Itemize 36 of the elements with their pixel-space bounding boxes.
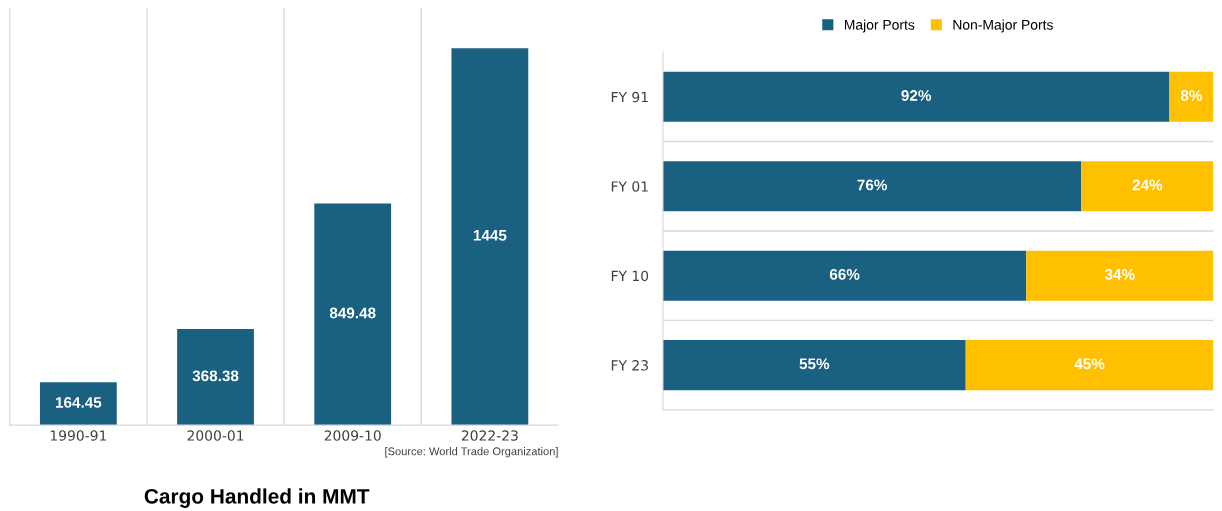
bar: [1169, 71, 1214, 122]
x-tick-label: 2009-10: [324, 430, 381, 441]
legend-label: Non-Major Ports: [953, 19, 1053, 33]
bar: [314, 203, 392, 426]
data-label: 849.48: [329, 307, 376, 319]
x-tick-label: 1990-91: [50, 430, 107, 441]
y-tick-label: FY 91: [611, 91, 648, 103]
data-label: 8%: [1180, 90, 1203, 101]
data-label: 45%: [1074, 358, 1105, 370]
data-label: 55%: [799, 358, 830, 370]
bar: [1026, 250, 1214, 301]
y-tick-label: FY 23: [611, 360, 648, 371]
y-tick-label: FY 10: [611, 270, 649, 282]
data-label: 66%: [829, 268, 860, 280]
x-tick-label: 2022-23: [461, 430, 518, 441]
data-label: 34%: [1104, 268, 1135, 280]
bar: [662, 340, 966, 391]
bar: [177, 329, 254, 426]
text: [Source: World Trade Organization]: [385, 447, 558, 458]
data-label: 164.45: [55, 396, 102, 408]
bar: [965, 340, 1214, 391]
data-label: 24%: [1132, 179, 1163, 191]
bar: [1081, 161, 1214, 212]
data-label: 1445: [473, 230, 507, 241]
y-tick-label: FY 01: [611, 181, 648, 192]
bar: [662, 71, 1170, 122]
data-label: 76%: [857, 179, 888, 191]
bar: [39, 382, 117, 426]
data-label: 92%: [901, 90, 932, 101]
bar: [662, 161, 1082, 212]
x-tick-label: 2000-01: [187, 430, 244, 441]
data-label: 368.38: [192, 370, 239, 382]
legend-label: Major Ports: [844, 19, 915, 33]
bar: [662, 250, 1027, 301]
bar: [451, 48, 529, 426]
text: Cargo Handled in MMT: [144, 488, 370, 508]
